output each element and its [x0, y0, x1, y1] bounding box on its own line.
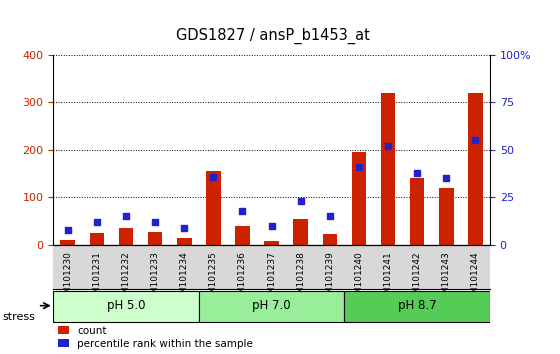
- Text: GSM101243: GSM101243: [442, 252, 451, 306]
- Text: GSM101240: GSM101240: [354, 252, 363, 306]
- FancyBboxPatch shape: [53, 291, 199, 322]
- Point: [442, 176, 451, 181]
- Point: [296, 198, 305, 204]
- Point: [180, 225, 189, 231]
- Text: GSM101230: GSM101230: [63, 252, 72, 307]
- Text: GSM101235: GSM101235: [209, 252, 218, 307]
- Text: GSM101237: GSM101237: [267, 252, 276, 307]
- Text: GSM101242: GSM101242: [413, 252, 422, 306]
- Point: [354, 164, 363, 170]
- Text: pH 7.0: pH 7.0: [253, 299, 291, 312]
- Point: [122, 213, 130, 219]
- Bar: [323, 234, 337, 245]
- Text: GSM101232: GSM101232: [122, 252, 130, 306]
- Bar: [60, 240, 75, 245]
- Text: GDS1827 / ansP_b1453_at: GDS1827 / ansP_b1453_at: [176, 27, 370, 44]
- Bar: [293, 219, 308, 245]
- Bar: [206, 171, 221, 245]
- FancyBboxPatch shape: [344, 291, 490, 322]
- Text: GSM101233: GSM101233: [151, 252, 160, 307]
- Bar: [468, 93, 483, 245]
- Text: GSM101241: GSM101241: [384, 252, 393, 306]
- Text: GSM101234: GSM101234: [180, 252, 189, 306]
- Text: pH 8.7: pH 8.7: [398, 299, 436, 312]
- Point: [63, 227, 72, 233]
- Bar: [119, 228, 133, 245]
- Text: GSM101239: GSM101239: [325, 252, 334, 307]
- Point: [267, 223, 276, 229]
- Text: GSM101236: GSM101236: [238, 252, 247, 307]
- Bar: [90, 233, 104, 245]
- Legend: count, percentile rank within the sample: count, percentile rank within the sample: [58, 326, 253, 349]
- Text: pH 5.0: pH 5.0: [107, 299, 145, 312]
- Point: [92, 219, 101, 225]
- Text: GSM101244: GSM101244: [471, 252, 480, 306]
- FancyBboxPatch shape: [199, 291, 344, 322]
- Point: [238, 208, 247, 213]
- Bar: [439, 188, 454, 245]
- Bar: [381, 93, 395, 245]
- Bar: [177, 238, 192, 245]
- Text: stress: stress: [3, 312, 36, 322]
- Point: [384, 143, 393, 149]
- Point: [151, 219, 160, 225]
- Bar: [235, 226, 250, 245]
- Point: [471, 138, 480, 143]
- Point: [413, 170, 422, 176]
- Text: GSM101231: GSM101231: [92, 252, 101, 307]
- Bar: [410, 178, 424, 245]
- Bar: [264, 241, 279, 245]
- Text: GSM101238: GSM101238: [296, 252, 305, 307]
- Bar: [352, 152, 366, 245]
- Point: [325, 213, 334, 219]
- Point: [209, 174, 218, 179]
- Bar: [148, 232, 162, 245]
